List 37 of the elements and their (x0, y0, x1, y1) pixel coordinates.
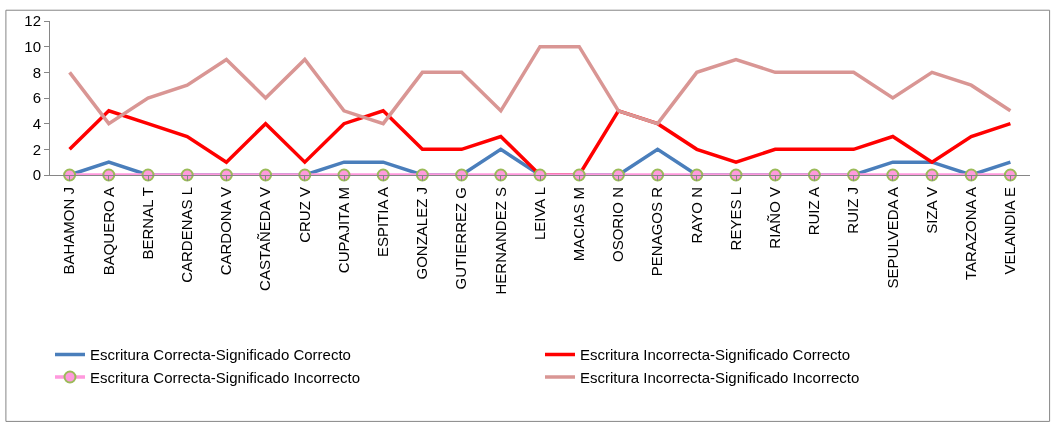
x-tick-label: CRUZ V (295, 187, 313, 243)
x-tick-label: BERNAL T (138, 187, 156, 260)
legend-label: Escritura Correcta-Significado Incorrecto (90, 368, 361, 386)
y-tick-label: 12 (24, 12, 41, 30)
x-tick-label: HERNANDEZ S (491, 187, 509, 295)
y-tick-label: 6 (32, 89, 41, 107)
x-tick-label: GONZALEZ J (413, 187, 431, 280)
x-tick-label: BAHAMON J (60, 187, 78, 275)
legend-label: Escritura Correcta-Significado Correcto (90, 346, 351, 364)
y-tick-label: 2 (32, 140, 41, 158)
x-tick-label: VELANDIA E (1001, 187, 1019, 275)
x-tick-label: BAQUERO A (99, 187, 117, 276)
y-tick-label: 0 (32, 166, 41, 184)
x-tick-label: CUPAJITA M (334, 187, 352, 274)
x-tick-label: REYES L (726, 187, 744, 251)
line-series (67, 44, 1013, 126)
x-tick-label: RAYO N (687, 187, 705, 244)
x-tick-label: RIAÑO V (766, 187, 784, 249)
x-tick-label: SEPULVEDA A (883, 187, 901, 289)
x-tick-label: PENAGOS R (648, 186, 666, 277)
legend-label: Escritura Incorrecta-Significado Incorrecto (580, 368, 860, 386)
x-tick-label: SIZA V (922, 187, 940, 234)
x-tick-label: OSORIO N (609, 187, 627, 263)
y-tick-label: 10 (24, 37, 41, 55)
x-tick-label: CARDENAS L (178, 187, 196, 283)
legend-label: Escritura Incorrecta-Significado Correcto (580, 346, 851, 364)
x-tick-label: CARDONA V (217, 187, 235, 276)
x-tick-label: ESPITIA A (374, 187, 392, 258)
x-tick-label: LEIVA L (530, 187, 548, 241)
x-tick-label: CASTAÑEDA V (256, 187, 274, 291)
x-tick-label: GUTIERREZ G (452, 187, 470, 290)
x-tick-label: TARAZONA A (962, 187, 980, 281)
x-tick-label: MACIAS M (570, 187, 588, 262)
y-tick-label: 8 (32, 63, 41, 81)
x-tick-label: RUIZ A (805, 187, 823, 236)
x-tick-label: RUIZ J (844, 187, 862, 234)
y-tick-label: 4 (32, 114, 41, 132)
